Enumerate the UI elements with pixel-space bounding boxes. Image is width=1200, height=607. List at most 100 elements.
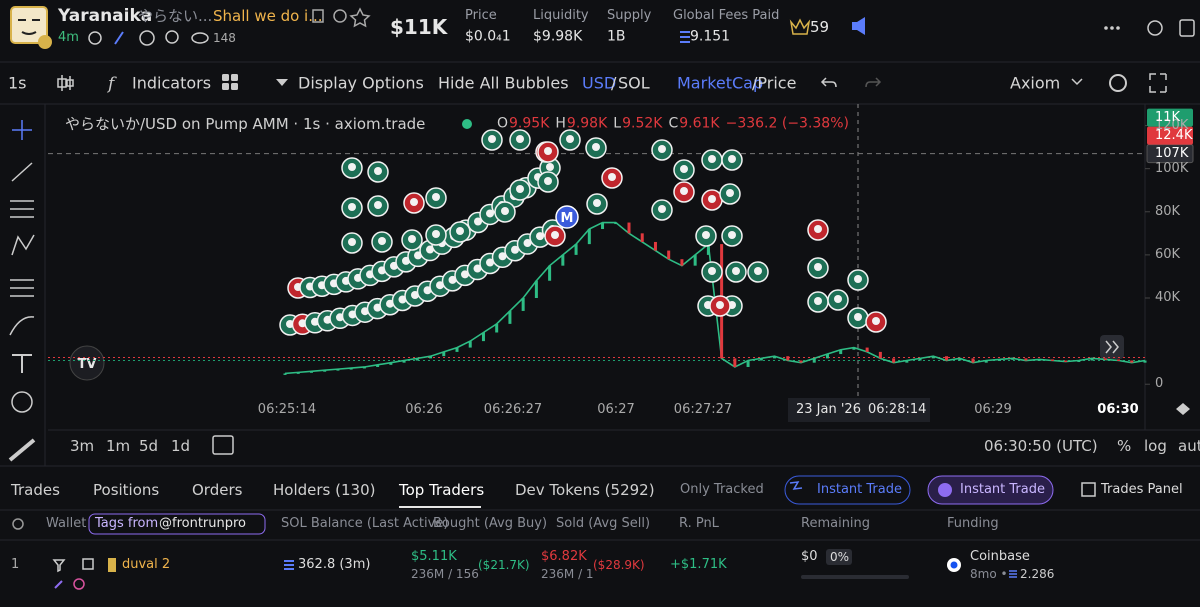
range-button[interactable]: 1m (106, 437, 131, 455)
only-tracked[interactable]: Only Tracked (680, 482, 764, 498)
log-toggle[interactable]: log (1144, 437, 1167, 455)
settings-icon[interactable] (1109, 74, 1127, 92)
rank: 1 (11, 557, 20, 573)
candle (495, 323, 499, 333)
layout-icon[interactable] (222, 74, 229, 81)
interval[interactable]: 1s (8, 73, 27, 93)
instant-trade-button[interactable]: Instant Trade (817, 482, 902, 498)
range-button[interactable]: 5d (139, 437, 159, 455)
candle (1130, 360, 1134, 363)
sold-sub: 236M / 1 (541, 566, 594, 581)
indicators-button[interactable]: Indicators (132, 73, 212, 93)
crosshair-tool[interactable] (12, 120, 32, 140)
mention-icon[interactable] (73, 578, 85, 590)
tab[interactable]: Dev Tokens (5292) (515, 481, 655, 499)
candle (799, 360, 803, 363)
tags-handle[interactable]: @frontrunpro (159, 516, 247, 532)
display-options-button[interactable]: Display Options (298, 73, 424, 93)
source-select[interactable]: Axiom (1010, 73, 1061, 93)
scroll-button[interactable] (1100, 335, 1124, 359)
tab[interactable]: Trades (11, 481, 60, 499)
projection-tool[interactable] (10, 279, 34, 297)
bought: $5.11K (411, 549, 457, 565)
tags-prefix[interactable]: Tags from (95, 516, 159, 532)
range-button[interactable]: 3m (70, 437, 95, 455)
instant-trade-pill[interactable] (784, 475, 911, 505)
wallet-icon[interactable] (1179, 19, 1195, 37)
y-tick-label: 120K (1155, 117, 1189, 133)
currency-usd[interactable]: USD (582, 73, 617, 93)
candle (534, 280, 538, 298)
emoji-tool[interactable] (11, 391, 33, 413)
trade-bubble-icon (410, 198, 418, 206)
mode-price[interactable]: /Price (752, 73, 797, 93)
link-icon[interactable] (88, 31, 102, 45)
share-icon[interactable] (333, 9, 347, 23)
trade-bubble-icon (708, 195, 716, 203)
trade-bubble-icon (516, 185, 524, 193)
avatar[interactable] (10, 6, 48, 44)
mode-marketcap[interactable]: MarketCap (677, 73, 764, 93)
axis-handle[interactable] (1176, 403, 1190, 415)
trades-panel-toggle[interactable]: Trades Panel (1101, 482, 1183, 498)
auto-toggle[interactable]: aut (1178, 437, 1200, 455)
search-icon[interactable] (165, 30, 179, 44)
edit-icon[interactable] (54, 580, 63, 589)
fib-tool[interactable] (10, 200, 34, 218)
filter-icon[interactable] (52, 559, 66, 573)
tab[interactable]: Orders (192, 481, 243, 499)
hide-bubbles-button[interactable]: Hide All Bubbles (438, 73, 569, 93)
calendar-icon[interactable] (212, 435, 234, 455)
wallet-name[interactable]: duval 2 (122, 557, 171, 573)
dropdown-icon[interactable] (1071, 78, 1083, 86)
candle (667, 250, 671, 260)
tab[interactable]: Holders (130) (273, 481, 376, 499)
external-icon[interactable] (82, 558, 94, 570)
globe-icon[interactable] (139, 30, 155, 46)
percent-toggle[interactable]: % (1117, 437, 1132, 455)
more-icon[interactable] (1104, 26, 1108, 30)
checkbox[interactable] (1081, 482, 1096, 497)
funding-source: Coinbase (970, 549, 1030, 565)
pattern-tool[interactable] (11, 234, 35, 256)
x-tick-label: 06:27:27 (673, 402, 733, 418)
candle (587, 229, 591, 245)
fullscreen-icon[interactable] (1149, 73, 1167, 93)
text-tool[interactable] (12, 354, 32, 373)
trendline-tool[interactable] (11, 162, 33, 182)
ruler-tool[interactable] (8, 438, 36, 462)
instant-trade-button[interactable]: Instant Trade (960, 482, 1045, 498)
alarm-icon[interactable] (1147, 20, 1163, 36)
price-marker-box (1147, 108, 1193, 127)
trade-bubble-icon (544, 177, 552, 185)
range-button[interactable]: 1d (171, 437, 191, 455)
column-header: Funding (947, 516, 999, 532)
fx-icon[interactable]: f (106, 74, 117, 94)
brush-tool[interactable] (9, 316, 35, 336)
trade-bubble-icon (708, 267, 716, 275)
tags-pill[interactable] (88, 513, 266, 535)
copy-icon[interactable] (312, 9, 324, 23)
candle (283, 373, 287, 375)
candle (1064, 360, 1068, 363)
candle (508, 310, 512, 324)
candle-type-icon[interactable] (57, 75, 74, 91)
dropdown-icon[interactable] (276, 79, 288, 86)
column-header: Bought (Avg Buy) (433, 516, 548, 532)
tab[interactable]: Positions (93, 481, 160, 499)
tab[interactable]: Top Traders (399, 481, 485, 499)
x-tick-label: 06:26:27 (483, 402, 543, 418)
settings-icon[interactable] (12, 518, 24, 530)
feather-icon[interactable] (114, 31, 124, 45)
megaphone-icon[interactable] (852, 17, 865, 35)
candle (1143, 360, 1147, 363)
instant-trade-pill-active[interactable] (927, 475, 1054, 505)
candle (1037, 359, 1041, 361)
star-icon[interactable] (349, 7, 371, 28)
tv-logo-mark: TV (78, 357, 97, 372)
candle (733, 358, 737, 367)
x-tick-label: 06:30 (1097, 402, 1139, 418)
trade-bubble-icon (551, 231, 559, 239)
currency-sol[interactable]: SOL (618, 73, 650, 93)
undo-icon[interactable] (820, 77, 837, 88)
